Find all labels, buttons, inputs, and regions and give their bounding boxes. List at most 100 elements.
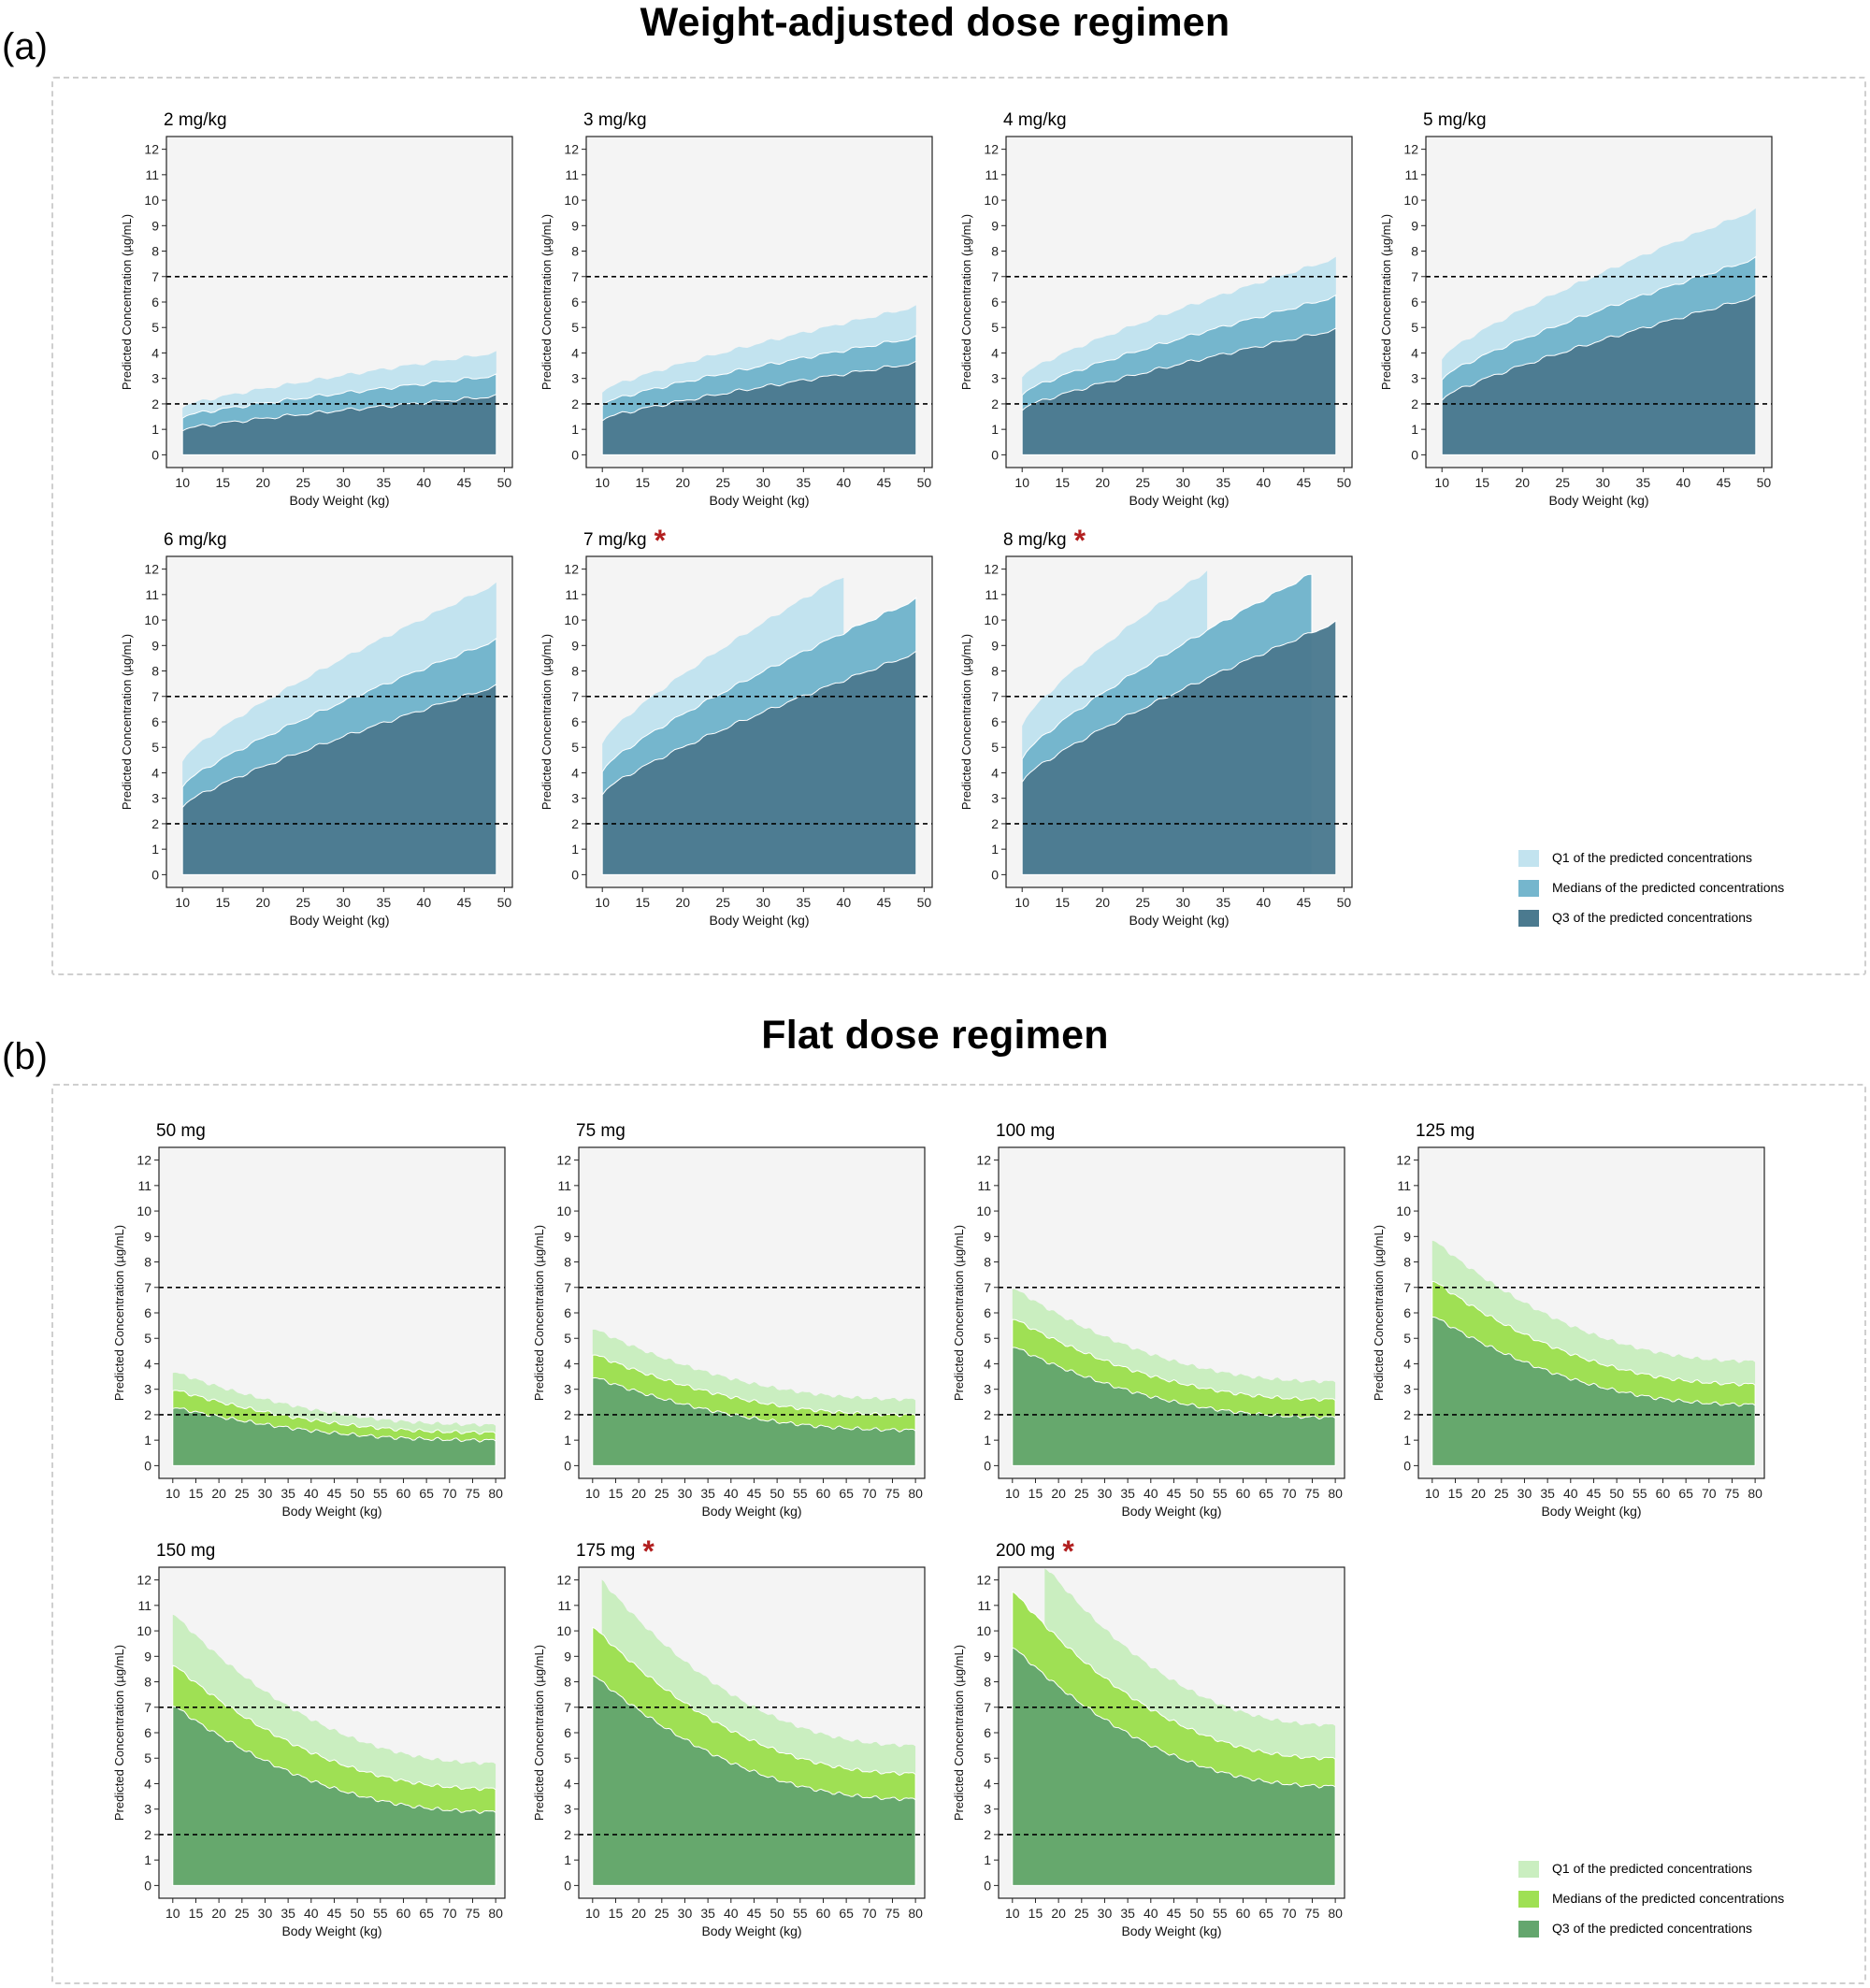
x-axis-title: Body Weight (kg) [1121, 1923, 1221, 1938]
x-tick-label: 10 [585, 1486, 600, 1501]
y-tick-label: 10 [976, 1203, 991, 1218]
x-tick-label: 30 [756, 475, 771, 490]
x-tick-label: 30 [337, 475, 352, 490]
legend-swatch-q1 [1518, 850, 1539, 867]
y-tick-label: 8 [1411, 244, 1418, 259]
x-tick-label: 65 [1259, 1486, 1273, 1501]
x-tick-label: 65 [1678, 1486, 1693, 1501]
y-tick-label: 5 [984, 1750, 991, 1765]
area-q3 [172, 1407, 496, 1466]
panel-b-125mg: 0 1 2 3 4 5 6 7 8 9 10 11 12 10 15 20 25 30 35 40 45 50 55 60 65… [1364, 1114, 1780, 1535]
y-tick-label: 8 [984, 1255, 991, 1270]
x-tick-label: 80 [1748, 1486, 1762, 1501]
x-tick-label: 50 [1337, 475, 1352, 490]
y-tick-label: 5 [991, 320, 999, 335]
y-tick-label: 0 [571, 867, 579, 882]
x-tick-label: 40 [837, 895, 852, 910]
y-tick-label: 1 [564, 1852, 571, 1867]
x-tick-label: 70 [442, 1906, 457, 1921]
x-tick-label: 50 [1189, 1906, 1204, 1921]
x-tick-label: 15 [189, 1486, 204, 1501]
x-tick-label: 55 [373, 1906, 388, 1921]
y-tick-label: 12 [556, 1573, 571, 1588]
y-tick-label: 4 [144, 1356, 151, 1371]
x-tick-label: 75 [1725, 1486, 1740, 1501]
x-tick-label: 45 [1587, 1486, 1602, 1501]
x-tick-label: 20 [255, 475, 270, 490]
y-tick-label: 9 [1411, 218, 1418, 233]
y-tick-label: 12 [1403, 142, 1418, 157]
y-tick-label: 7 [144, 1700, 151, 1715]
x-tick-label: 10 [175, 475, 190, 490]
y-tick-label: 6 [991, 295, 999, 310]
y-tick-label: 6 [571, 714, 579, 729]
x-tick-label: 50 [1609, 1486, 1624, 1501]
x-tick-label: 35 [280, 1906, 295, 1921]
x-tick-label: 45 [1717, 475, 1732, 490]
y-axis-title: Predicted Concentration (µg/mL) [959, 214, 973, 390]
y-tick-label: 2 [984, 1827, 991, 1842]
panel-a-7mgkg: 0 1 2 3 4 5 6 7 8 9 10 11 12 10 15 20 25 30 35 40 45 50 Body W… [532, 523, 948, 944]
y-tick-label: 6 [144, 1725, 151, 1740]
x-tick-label: 20 [211, 1486, 226, 1501]
area-q3 [592, 1376, 916, 1466]
y-tick-label: 10 [137, 1623, 151, 1638]
y-tick-label: 7 [571, 269, 579, 284]
y-axis-title: Predicted Concentration (µg/mL) [120, 634, 134, 810]
x-tick-label: 40 [417, 475, 432, 490]
y-tick-label: 6 [151, 295, 159, 310]
legend-label: Q1 of the predicted concentrations [1552, 1861, 1753, 1876]
y-tick-label: 6 [1411, 295, 1418, 310]
y-tick-label: 6 [991, 714, 999, 729]
x-tick-label: 50 [350, 1486, 365, 1501]
y-tick-label: 8 [571, 664, 579, 679]
section-b-label: (b) [2, 1036, 48, 1077]
y-tick-label: 12 [564, 142, 579, 157]
y-tick-label: 0 [151, 867, 159, 882]
y-axis-title: Predicted Concentration (µg/mL) [1372, 1225, 1386, 1401]
panel-title: 50 mg [156, 1121, 206, 1141]
panel-a-5mgkg: 0 1 2 3 4 5 6 7 8 9 10 11 12 10 15 20 25 30 35 40 45 50 Body W… [1372, 103, 1788, 525]
x-tick-label: 35 [1216, 895, 1231, 910]
area-q3 [1012, 1647, 1336, 1886]
x-tick-label: 30 [756, 895, 771, 910]
y-axis-title: Predicted Concentration (µg/mL) [952, 1645, 966, 1821]
x-tick-label: 25 [1555, 475, 1570, 490]
y-tick-label: 10 [1403, 193, 1418, 208]
y-tick-label: 8 [1403, 1255, 1411, 1270]
y-tick-label: 6 [144, 1305, 151, 1320]
x-tick-label: 55 [373, 1486, 388, 1501]
x-axis-title: Body Weight (kg) [709, 493, 809, 508]
y-tick-label: 7 [991, 689, 999, 704]
area-q3 [172, 1706, 496, 1886]
x-tick-label: 70 [1702, 1486, 1717, 1501]
y-tick-label: 8 [571, 244, 579, 259]
y-tick-label: 5 [991, 740, 999, 755]
y-tick-label: 9 [151, 638, 159, 653]
x-tick-label: 15 [1055, 895, 1070, 910]
y-tick-label: 7 [144, 1280, 151, 1295]
y-tick-label: 1 [984, 1852, 991, 1867]
x-tick-label: 60 [396, 1486, 411, 1501]
x-tick-label: 75 [466, 1906, 481, 1921]
x-tick-label: 80 [908, 1906, 923, 1921]
y-tick-label: 2 [564, 1827, 571, 1842]
x-tick-label: 65 [1259, 1906, 1273, 1921]
x-tick-label: 30 [678, 1906, 693, 1921]
y-tick-label: 3 [991, 791, 999, 806]
x-tick-label: 35 [280, 1486, 295, 1501]
x-tick-label: 45 [877, 895, 892, 910]
x-tick-label: 40 [304, 1486, 319, 1501]
x-tick-label: 50 [1189, 1486, 1204, 1501]
x-axis-title: Body Weight (kg) [281, 1504, 381, 1519]
legend-label: Q1 of the predicted concentrations [1552, 850, 1753, 865]
x-tick-label: 35 [377, 475, 392, 490]
panel-title: 8 mg/kg [1003, 530, 1067, 550]
y-tick-label: 5 [144, 1331, 151, 1346]
y-tick-label: 10 [976, 1623, 991, 1638]
x-tick-label: 20 [255, 895, 270, 910]
